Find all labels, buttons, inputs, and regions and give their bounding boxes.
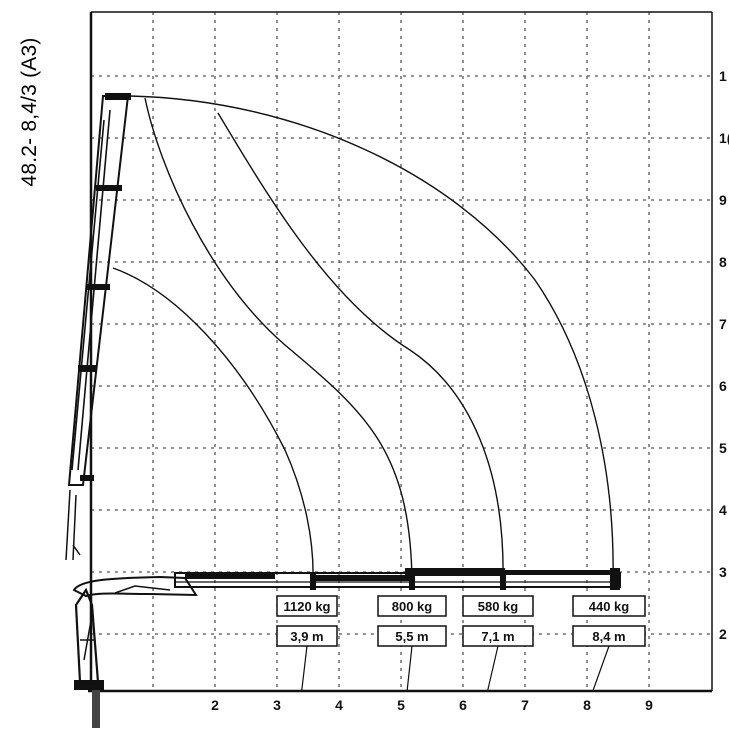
vertical-boom <box>67 95 130 486</box>
vertical-boom-tip <box>105 93 131 100</box>
x-tick-label: 5 <box>397 697 405 713</box>
reach-value: 7,1 m <box>481 629 514 644</box>
x-tick-label: 3 <box>273 697 281 713</box>
lift-curve-2 <box>144 97 413 581</box>
boom-joint <box>409 572 415 590</box>
reach-leader <box>301 645 308 691</box>
load-value: 800 kg <box>392 599 433 614</box>
boom-joint <box>310 572 316 590</box>
grid <box>91 12 712 690</box>
vertical-boom-clamp-4 <box>80 475 94 481</box>
reach-leader <box>487 645 499 691</box>
y-tick-label: 2 <box>719 626 727 642</box>
vertical-boom-clamp-1 <box>96 185 122 191</box>
load-value: 580 kg <box>478 599 519 614</box>
vertical-boom-base <box>65 489 81 561</box>
boom-section-4 <box>505 570 617 575</box>
y-tick-label: 9 <box>719 192 727 208</box>
lift-curves <box>112 95 614 581</box>
load-box <box>276 595 338 617</box>
crane-drawing <box>65 93 621 728</box>
capacity-labels: 1120 kg 3,9 m 800 kg 5,5 m 580 kg 7,1 m 440 kg… <box>276 595 646 691</box>
y-tick-label: 4 <box>719 502 727 518</box>
lift-curve-1 <box>112 267 314 581</box>
crane-base <box>74 680 104 690</box>
y-tick-label: 1( <box>719 130 729 146</box>
reach-value: 8,4 m <box>592 629 625 644</box>
boom-section-3 <box>405 568 505 576</box>
y-tick-label: 3 <box>719 564 727 580</box>
boom-joint <box>610 572 616 590</box>
reach-value: 5,5 m <box>395 629 428 644</box>
crane-foot <box>92 688 100 728</box>
vertical-boom-clamp-2 <box>86 284 110 290</box>
x-tick-label: 8 <box>583 697 591 713</box>
load-value: 1120 kg <box>284 599 331 614</box>
y-tick-label: 6 <box>719 378 727 394</box>
lift-curve-4 <box>129 95 614 581</box>
load-box <box>377 595 447 617</box>
reach-leader <box>406 645 413 691</box>
boom-joint <box>500 572 506 590</box>
y-tick-label: 8 <box>719 254 727 270</box>
vertical-boom-clamp-3 <box>78 365 96 372</box>
tick-labels: 2 3 4 5 6 7 8 9 2 3 4 5 6 7 8 9 1( 1 <box>211 68 729 713</box>
capacity-label-4: 440 kg 8,4 m <box>572 595 646 691</box>
load-value: 440 kg <box>589 599 630 614</box>
x-tick-label: 7 <box>521 697 529 713</box>
crane-column-detail <box>80 614 95 661</box>
x-tick-label: 6 <box>459 697 467 713</box>
reach-value: 3,9 m <box>290 629 323 644</box>
y-tick-label: 7 <box>719 316 727 332</box>
reach-leader <box>592 645 610 691</box>
axes <box>88 11 713 693</box>
y-tick-label: 5 <box>719 440 727 456</box>
x-tick-label: 2 <box>211 697 219 713</box>
boom-section-2 <box>310 575 410 581</box>
load-box <box>572 595 646 617</box>
load-box <box>462 595 534 617</box>
lift-curve-3 <box>217 112 504 581</box>
capacity-label-3: 580 kg 7,1 m <box>462 595 534 691</box>
y-tick-label: 1 <box>719 68 727 84</box>
capacity-label-1: 1120 kg 3,9 m <box>276 595 338 691</box>
capacity-label-2: 800 kg 5,5 m <box>377 595 447 691</box>
crane-column <box>74 587 100 684</box>
crane-cylinder <box>114 585 171 594</box>
x-tick-label: 4 <box>335 697 343 713</box>
boom-section-1 <box>185 574 275 579</box>
x-tick-label: 9 <box>645 697 653 713</box>
